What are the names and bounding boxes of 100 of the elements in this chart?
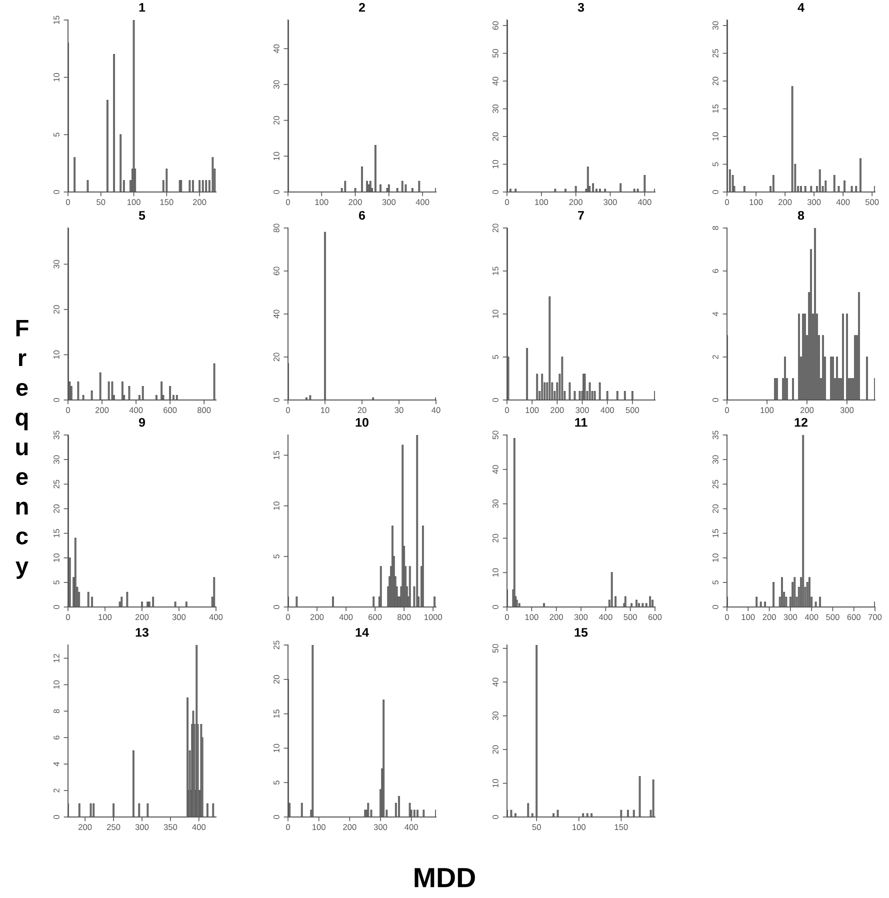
chart-title: 2 [358, 2, 365, 12]
y-tick-label: 25 [712, 480, 718, 488]
y-tick-label: 35 [54, 430, 60, 440]
y-tick-label: 5 [274, 554, 280, 558]
y-tick-label: 50 [492, 644, 498, 653]
y-tick-label: 0 [712, 398, 718, 402]
x-tick-label: 200 [800, 407, 814, 414]
x-tick-label: 0 [505, 199, 509, 206]
x-tick-label: 500 [865, 199, 879, 206]
y-tick-label: 20 [54, 305, 60, 314]
x-tick-label: 200 [569, 199, 582, 206]
y-tick-label: 5 [492, 355, 498, 359]
y-tick-label: 30 [54, 455, 60, 464]
y-tick-label: 20 [712, 76, 718, 86]
x-tick-label: 100 [760, 407, 774, 414]
y-tick-label: 6 [54, 736, 60, 740]
y-tick-label: 50 [492, 430, 498, 440]
x-tick-label: 800 [198, 407, 211, 414]
y-tick-label: 20 [274, 675, 280, 684]
y-tick-label: 15 [712, 529, 718, 538]
x-tick-label: 0 [66, 199, 70, 206]
x-tick-label: 500 [826, 614, 840, 620]
y-tick-label: 0 [274, 605, 280, 609]
x-tick-label: 40 [432, 407, 440, 414]
x-tick-label: 0 [66, 614, 70, 620]
y-tick-label: 0 [492, 398, 498, 402]
x-tick-label: 0 [725, 407, 729, 414]
y-tick-label: 15 [54, 16, 60, 24]
x-tick-label: 0 [505, 614, 509, 620]
y-tick-label: 20 [54, 504, 60, 513]
y-tick-label: 5 [712, 580, 718, 584]
x-tick-label: 200 [762, 614, 776, 620]
y-tick-label: 10 [54, 680, 60, 689]
x-tick-label: 20 [358, 407, 366, 414]
chart-title: 7 [578, 211, 584, 220]
y-tick-label: 30 [712, 455, 718, 464]
y-tick-label: 10 [54, 350, 60, 359]
y-tick-label: 0 [54, 605, 60, 609]
x-tick-label: 200 [95, 407, 109, 414]
x-tick-label: 400 [598, 614, 612, 620]
chart-title: 8 [798, 210, 804, 220]
x-tick-label: 200 [310, 614, 324, 620]
y-tick-label: 30 [492, 104, 498, 114]
y-tick-label: 15 [274, 450, 280, 460]
y-tick-label: 30 [54, 260, 60, 269]
x-tick-label: 300 [784, 614, 798, 620]
y-tick-label: 15 [712, 104, 718, 113]
y-tick-label: 20 [274, 352, 280, 362]
x-tick-label: 200 [78, 824, 92, 830]
x-tick-label: 200 [135, 614, 149, 620]
y-tick-label: 40 [492, 76, 498, 86]
y-tick-label: 10 [492, 160, 498, 168]
x-tick-label: 600 [847, 614, 860, 620]
y-tick-label: 5 [54, 132, 60, 137]
x-tick-label: 400 [416, 199, 430, 206]
y-tick-label: 60 [492, 21, 498, 30]
x-tick-label: 400 [600, 407, 614, 414]
y-tick-label: 15 [274, 710, 280, 718]
x-axis-title: MDD [414, 868, 475, 888]
y-tick-label: 0 [712, 605, 718, 609]
x-tick-label: 0 [725, 614, 729, 620]
x-tick-label: 700 [868, 614, 882, 620]
y-tick-label: 10 [712, 554, 718, 562]
x-tick-label: 600 [648, 614, 662, 620]
chart-title: 4 [798, 3, 804, 12]
y-tick-label: 4 [54, 762, 60, 766]
text: Frequency [16, 320, 28, 579]
y-tick-label: 5 [54, 580, 60, 584]
x-tick-label: 400 [404, 824, 418, 830]
x-tick-label: 300 [382, 199, 396, 206]
x-tick-label: 100 [98, 614, 112, 620]
x-tick-label: 150 [614, 824, 628, 830]
x-tick-label: 200 [348, 199, 362, 206]
y-tick-label: 40 [274, 310, 280, 318]
x-tick-label: 300 [604, 199, 617, 206]
chart-title: 13 [136, 628, 148, 637]
x-tick-label: 0 [505, 407, 509, 414]
chart-title: 6 [358, 210, 366, 220]
y-tick-label: 2 [712, 355, 718, 359]
y-tick-label: 10 [492, 778, 498, 788]
y-tick-label: 80 [274, 224, 280, 232]
y-tick-label: 15 [54, 529, 60, 538]
y-tick-label: 30 [492, 499, 498, 508]
y-tick-label: 20 [274, 116, 280, 125]
y-tick-label: 10 [274, 152, 280, 160]
x-tick-label: 50 [96, 199, 106, 206]
y-tick-label: 0 [54, 398, 60, 402]
y-tick-label: 5 [712, 162, 718, 166]
x-tick-label: 600 [164, 407, 177, 414]
x-tick-label: 250 [107, 824, 120, 830]
y-tick-label: 20 [492, 745, 498, 754]
x-tick-label: 50 [532, 824, 541, 830]
y-tick-label: 10 [274, 744, 280, 752]
x-tick-label: 100 [535, 199, 548, 206]
chart-title: 5 [138, 211, 146, 220]
x-tick-label: 200 [343, 824, 356, 830]
x-tick-label: 600 [368, 614, 382, 620]
x-tick-label: 400 [209, 614, 223, 620]
x-tick-label: 100 [526, 407, 539, 414]
chart-title: 9 [138, 418, 146, 427]
